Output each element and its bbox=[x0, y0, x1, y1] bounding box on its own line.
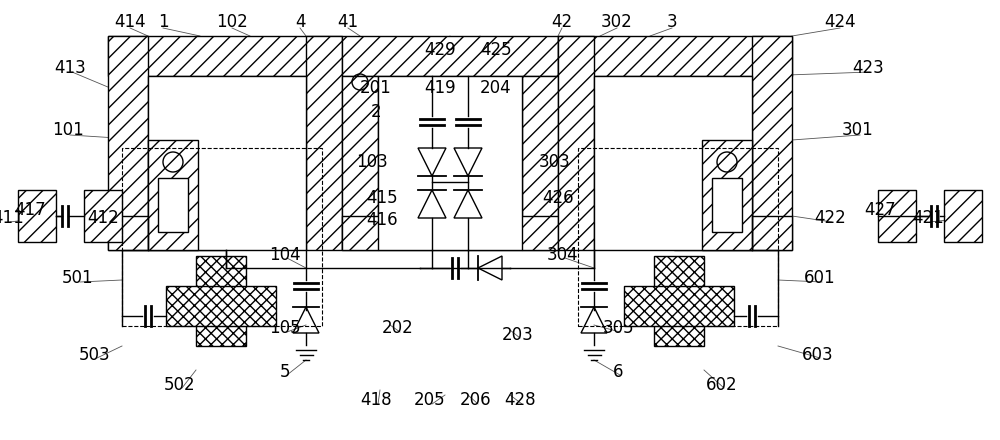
Bar bbox=[752, 36, 792, 250]
Bar bbox=[702, 140, 752, 250]
Bar bbox=[306, 36, 342, 250]
Bar bbox=[108, 216, 226, 250]
Bar bbox=[624, 286, 734, 326]
Text: 41: 41 bbox=[337, 13, 359, 31]
Text: 202: 202 bbox=[382, 319, 414, 337]
Text: 418: 418 bbox=[360, 391, 392, 409]
Bar bbox=[148, 76, 306, 250]
Text: 425: 425 bbox=[480, 41, 512, 59]
Text: 417: 417 bbox=[14, 201, 46, 219]
Text: 428: 428 bbox=[504, 391, 536, 409]
Text: 502: 502 bbox=[164, 376, 196, 394]
Text: 422: 422 bbox=[814, 209, 846, 227]
Text: 305: 305 bbox=[602, 319, 634, 337]
Text: 1: 1 bbox=[158, 13, 168, 31]
Bar bbox=[108, 36, 342, 76]
Text: 303: 303 bbox=[539, 153, 571, 171]
Bar bbox=[578, 148, 778, 326]
Text: 105: 105 bbox=[269, 319, 301, 337]
Text: 4: 4 bbox=[295, 13, 305, 31]
Text: 104: 104 bbox=[269, 246, 301, 264]
Bar bbox=[558, 36, 594, 250]
Text: 103: 103 bbox=[356, 153, 388, 171]
Text: 419: 419 bbox=[424, 79, 456, 97]
Text: 416: 416 bbox=[366, 211, 398, 229]
Text: 2: 2 bbox=[371, 103, 381, 121]
Text: 302: 302 bbox=[601, 13, 633, 31]
Text: 424: 424 bbox=[824, 13, 856, 31]
Bar bbox=[342, 76, 378, 250]
Text: 201: 201 bbox=[360, 79, 392, 97]
Bar bbox=[558, 36, 792, 76]
Bar bbox=[654, 256, 704, 346]
Bar bbox=[342, 36, 558, 76]
Bar bbox=[196, 256, 246, 346]
Text: 411: 411 bbox=[0, 209, 24, 227]
Bar bbox=[878, 190, 916, 242]
Text: 413: 413 bbox=[54, 59, 86, 77]
Text: 415: 415 bbox=[366, 189, 398, 207]
Text: 5: 5 bbox=[280, 363, 290, 381]
Text: 206: 206 bbox=[460, 391, 492, 409]
Text: 602: 602 bbox=[706, 376, 738, 394]
Bar bbox=[674, 216, 792, 250]
Text: 601: 601 bbox=[804, 269, 836, 287]
Bar bbox=[712, 178, 742, 232]
Text: 412: 412 bbox=[87, 209, 119, 227]
Text: 3: 3 bbox=[667, 13, 677, 31]
Text: 304: 304 bbox=[547, 246, 579, 264]
Text: 102: 102 bbox=[216, 13, 248, 31]
Text: 42: 42 bbox=[551, 13, 573, 31]
Bar bbox=[342, 216, 558, 250]
Text: 203: 203 bbox=[502, 326, 534, 344]
Bar bbox=[166, 286, 276, 326]
Text: 427: 427 bbox=[864, 201, 896, 219]
Text: 429: 429 bbox=[424, 41, 456, 59]
Bar bbox=[18, 190, 56, 242]
Text: 501: 501 bbox=[62, 269, 94, 287]
Bar bbox=[122, 148, 322, 326]
Text: 426: 426 bbox=[542, 189, 574, 207]
Text: 414: 414 bbox=[114, 13, 146, 31]
Text: 421: 421 bbox=[912, 209, 944, 227]
Bar bbox=[378, 76, 522, 250]
Bar bbox=[944, 190, 982, 242]
Bar bbox=[148, 140, 198, 250]
Text: 205: 205 bbox=[414, 391, 446, 409]
Text: 603: 603 bbox=[802, 346, 834, 364]
Text: 503: 503 bbox=[79, 346, 111, 364]
Text: 101: 101 bbox=[52, 121, 84, 139]
Bar bbox=[522, 76, 558, 250]
Bar bbox=[158, 178, 188, 232]
Text: 301: 301 bbox=[842, 121, 874, 139]
Text: 204: 204 bbox=[480, 79, 512, 97]
Bar bbox=[594, 76, 752, 250]
Text: 423: 423 bbox=[852, 59, 884, 77]
Bar bbox=[108, 36, 148, 250]
Text: 6: 6 bbox=[613, 363, 623, 381]
Bar bbox=[84, 190, 122, 242]
